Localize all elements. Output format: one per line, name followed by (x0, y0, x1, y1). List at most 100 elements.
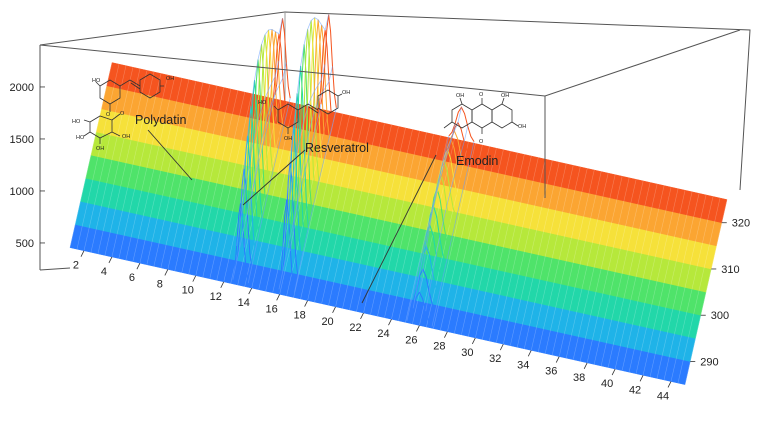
x-tick-label: 6 (129, 272, 135, 284)
surface-strip (109, 62, 728, 212)
svg-text:OH: OH (166, 76, 174, 82)
surface-grid-line (160, 82, 204, 268)
x-tick-label: 40 (601, 378, 613, 390)
peak-resveratrol (278, 14, 337, 293)
x-tick-label: 34 (517, 359, 529, 371)
peak-spine-line (290, 66, 333, 252)
surface-grid-line (76, 64, 120, 250)
surface-grid-line (677, 197, 721, 384)
surface-grid-line (83, 65, 127, 251)
surface-grid-line (642, 190, 686, 376)
wl-tick-label: 320 (732, 218, 750, 230)
resveratrol-atoms: HO OH OH (258, 90, 350, 142)
x-tick-mark (388, 319, 392, 326)
surface-grid-line (104, 70, 148, 256)
surface-grid-line (356, 126, 399, 312)
x-tick-label: 32 (489, 353, 501, 365)
surface-grid-line (649, 191, 693, 377)
x-tick-label: 14 (238, 297, 250, 309)
surface-grid-line (125, 74, 169, 261)
surface-grid-line (153, 81, 197, 267)
resveratrol-structure-icon (273, 89, 343, 134)
surface-grid-line (370, 129, 413, 315)
surface-grid-line (181, 87, 225, 273)
svg-text:OH: OH (284, 136, 292, 142)
surface-layer (69, 62, 728, 385)
svg-text:OH: OH (122, 134, 130, 140)
surface-grid-line (293, 112, 336, 298)
surface-grid-line (97, 68, 141, 254)
x-tick-mark (555, 356, 560, 363)
peak-spine-line (282, 64, 326, 250)
surface-grid-line (209, 93, 253, 279)
x-tick-label: 8 (157, 278, 163, 290)
peak-spine-line (419, 107, 462, 293)
surface-grid-line (503, 159, 546, 345)
wl-tick-label: 300 (711, 310, 729, 322)
surface-grid-line (537, 166, 581, 352)
x-tick-label: 12 (210, 291, 222, 303)
surface-grid-line (530, 165, 574, 351)
surface-grid-line (593, 179, 637, 365)
x-tick-mark (583, 362, 588, 369)
x-tick-mark (80, 250, 85, 257)
peak-emodin (406, 106, 475, 327)
emodin-label: Emodin (456, 154, 498, 168)
surface-grid-line (607, 182, 651, 368)
x-tick-mark (332, 306, 336, 313)
emodin-leader (361, 154, 437, 304)
surface-grid-line (579, 176, 623, 362)
surface-grid-line (628, 187, 672, 373)
surface-grid-line (496, 157, 539, 343)
x-tick-label: 24 (377, 328, 389, 340)
surface-grid-line (670, 196, 714, 382)
annotation-leaders (147, 129, 437, 304)
surface-grid-line (307, 115, 350, 301)
surface-grid-line (384, 132, 427, 318)
z-tick-label: 500 (16, 238, 34, 250)
surface-grid-line (377, 131, 420, 317)
x-tick-mark (276, 294, 281, 301)
svg-text:O: O (479, 139, 484, 145)
surface-grid-line (684, 199, 728, 385)
plot-box-front (39, 29, 741, 271)
wl-tick-label: 290 (700, 356, 718, 368)
axis-layer: 2468101214161820222426283032343638404244… (10, 82, 751, 403)
x-tick-mark (248, 287, 253, 295)
surface-grid-line (391, 134, 434, 320)
surface-grid-line (188, 88, 232, 275)
x-tick-mark (639, 375, 644, 382)
surface-grid-line (621, 185, 665, 371)
x-tick-label: 44 (657, 390, 669, 402)
surface-grid-line (461, 149, 504, 335)
surface-grid-line (433, 143, 476, 329)
svg-text:OH: OH (456, 93, 464, 99)
surface-grid-line (328, 120, 371, 306)
peak-spine-line (240, 18, 283, 204)
x-tick-label: 36 (545, 366, 557, 378)
surface-grid-line (468, 151, 511, 337)
peak-polydatin (232, 18, 291, 284)
resveratrol-label: Resveratrol (305, 141, 369, 155)
x-tick-label: 18 (293, 310, 305, 322)
surface-grid-line (314, 117, 357, 303)
surface-grid-line (635, 188, 679, 374)
x-tick-label: 26 (405, 334, 417, 346)
surface-grid-line (614, 183, 658, 370)
surface-grid-line (69, 62, 113, 248)
peak-spine-line (243, 62, 287, 248)
surface-grid-line (202, 92, 246, 278)
x-tick-label: 4 (101, 266, 107, 278)
peak-spine-line (293, 107, 337, 293)
surface-grid-line (139, 78, 183, 264)
svg-text:HO: HO (258, 100, 267, 106)
surface-grid-line (195, 90, 239, 276)
x-tick-label: 20 (321, 316, 333, 328)
x-tick-mark (527, 350, 532, 357)
peak-spine-line (431, 141, 475, 327)
surface-grid-line (551, 169, 595, 356)
surface-grid-line (426, 141, 469, 328)
surface-grid-line (111, 71, 155, 258)
surface-grid-line (489, 155, 532, 342)
resveratrol-leader (242, 149, 306, 206)
